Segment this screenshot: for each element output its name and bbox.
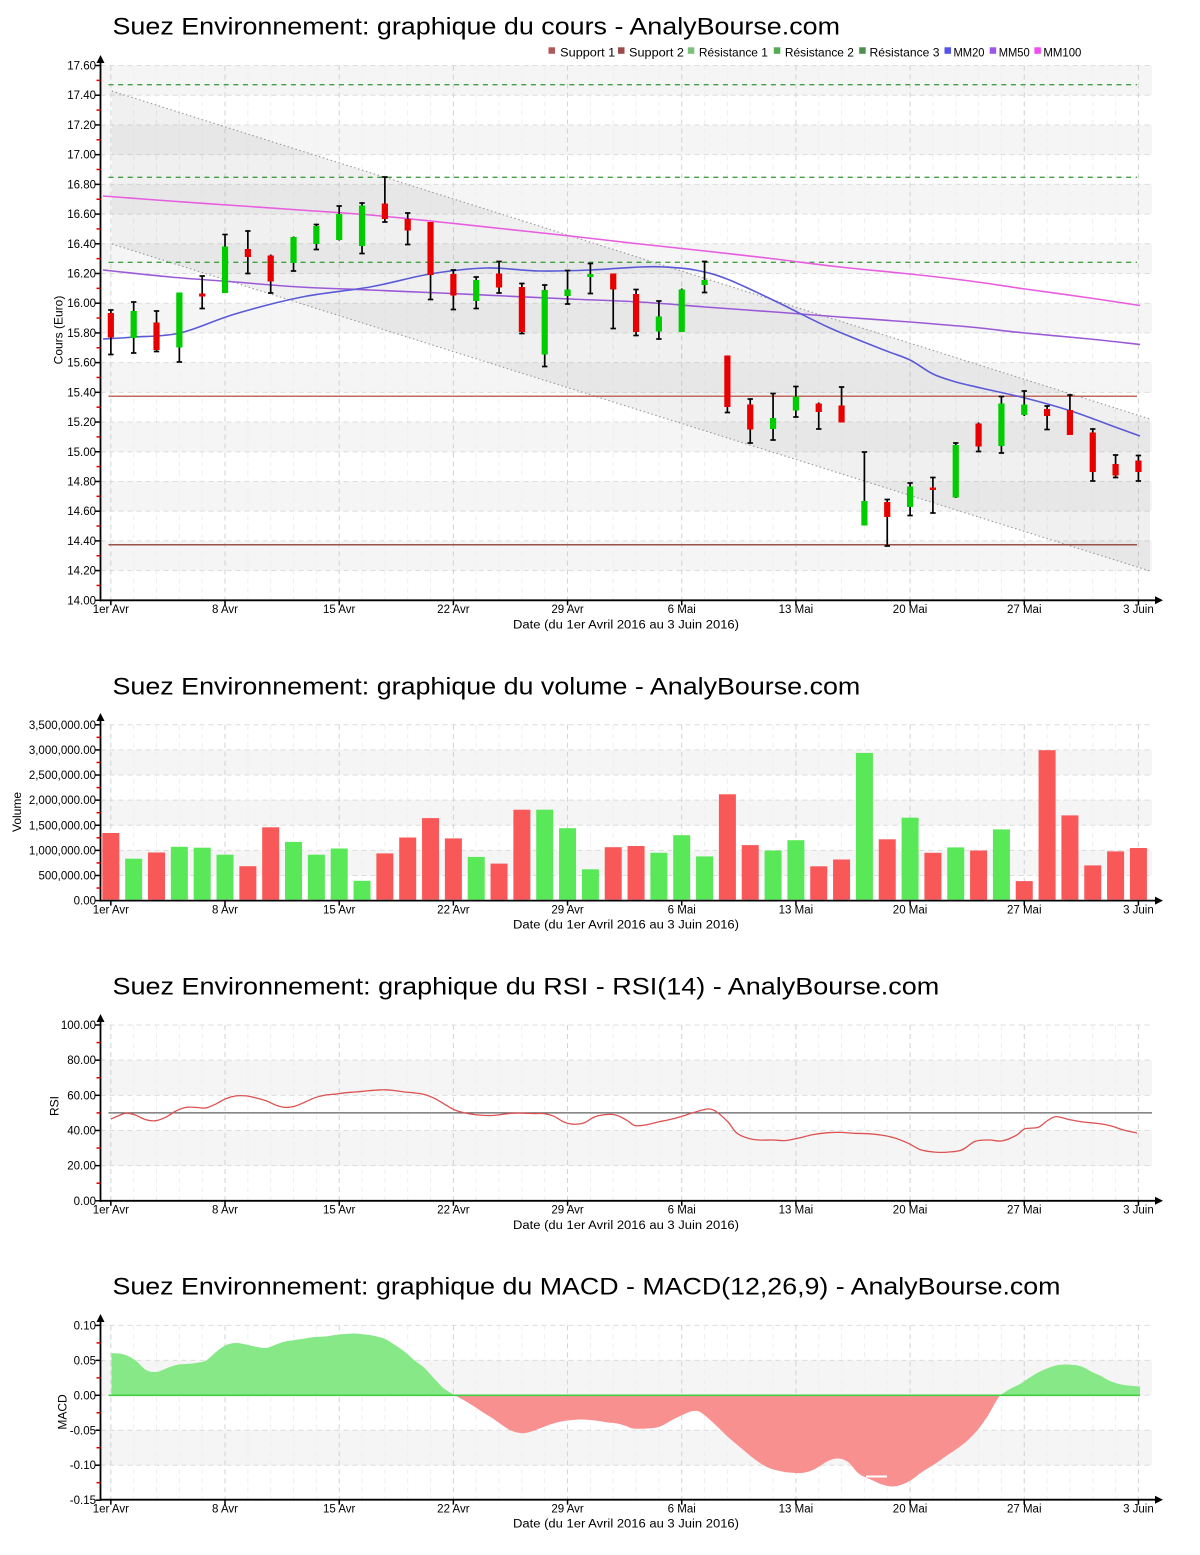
svg-text:3,500,000.00: 3,500,000.00	[29, 720, 96, 732]
svg-text:3 Juin: 3 Juin	[1123, 604, 1154, 616]
svg-text:15 Avr: 15 Avr	[323, 904, 356, 916]
svg-text:29 Avr: 29 Avr	[551, 1503, 584, 1515]
svg-text:Résistance 3: Résistance 3	[870, 46, 940, 60]
svg-text:6 Mai: 6 Mai	[668, 904, 696, 916]
svg-text:14.80: 14.80	[67, 476, 96, 488]
svg-text:15 Avr: 15 Avr	[323, 1205, 356, 1217]
svg-text:29 Avr: 29 Avr	[551, 1205, 584, 1217]
svg-text:Résistance 1: Résistance 1	[699, 46, 768, 60]
svg-text:3 Juin: 3 Juin	[1123, 1503, 1154, 1515]
svg-text:15.40: 15.40	[67, 387, 96, 399]
svg-text:MM20: MM20	[954, 46, 985, 60]
svg-text:29 Avr: 29 Avr	[551, 604, 584, 616]
svg-text:15.80: 15.80	[67, 328, 96, 340]
svg-text:15.20: 15.20	[67, 417, 96, 429]
svg-text:-0.10: -0.10	[70, 1460, 96, 1472]
svg-text:27 Mai: 27 Mai	[1007, 1205, 1042, 1217]
svg-text:Date (du 1er Avril 2016 au 3 J: Date (du 1er Avril 2016 au 3 Juin 2016)	[513, 920, 739, 932]
svg-text:6 Mai: 6 Mai	[668, 1205, 696, 1217]
svg-text:13 Mai: 13 Mai	[779, 1503, 814, 1515]
svg-text:29 Avr: 29 Avr	[551, 904, 584, 916]
svg-text:40.00: 40.00	[67, 1125, 96, 1137]
svg-text:MACD: MACD	[56, 1394, 70, 1430]
svg-text:Date (du 1er Avril 2016 au 3 J: Date (du 1er Avril 2016 au 3 Juin 2016)	[513, 1519, 739, 1531]
svg-text:100.00: 100.00	[61, 1020, 96, 1032]
svg-text:Suez Environnement: graphique: Suez Environnement: graphique du MACD - …	[113, 1274, 1061, 1301]
svg-text:16.00: 16.00	[67, 298, 96, 310]
svg-text:27 Mai: 27 Mai	[1007, 604, 1042, 616]
svg-text:17.60: 17.60	[67, 61, 96, 73]
svg-text:8 Avr: 8 Avr	[212, 604, 238, 616]
svg-text:14.40: 14.40	[67, 536, 96, 548]
svg-text:14.60: 14.60	[67, 506, 96, 518]
svg-text:RSI: RSI	[48, 1096, 62, 1116]
svg-text:2,500,000.00: 2,500,000.00	[29, 770, 96, 782]
svg-text:8 Avr: 8 Avr	[212, 904, 238, 916]
svg-text:1er Avr: 1er Avr	[93, 604, 129, 616]
svg-text:14.20: 14.20	[67, 566, 96, 578]
svg-text:0.05: 0.05	[74, 1355, 96, 1367]
svg-text:15.00: 15.00	[67, 447, 96, 459]
svg-text:17.20: 17.20	[67, 120, 96, 132]
svg-text:MM50: MM50	[999, 46, 1030, 60]
svg-text:1er Avr: 1er Avr	[93, 1205, 129, 1217]
svg-text:MM100: MM100	[1043, 46, 1081, 60]
svg-text:1er Avr: 1er Avr	[93, 904, 129, 916]
svg-text:22 Avr: 22 Avr	[437, 904, 470, 916]
svg-text:22 Avr: 22 Avr	[437, 1205, 470, 1217]
svg-text:1,000,000.00: 1,000,000.00	[29, 845, 96, 857]
svg-text:20 Mai: 20 Mai	[893, 904, 928, 916]
svg-text:15 Avr: 15 Avr	[323, 1503, 356, 1515]
svg-text:3 Juin: 3 Juin	[1123, 1205, 1154, 1217]
svg-text:17.40: 17.40	[67, 90, 96, 102]
svg-text:15 Avr: 15 Avr	[323, 604, 356, 616]
svg-text:Suez Environnement: graphique: Suez Environnement: graphique du cours -…	[113, 14, 841, 41]
svg-text:13 Mai: 13 Mai	[779, 904, 814, 916]
svg-text:20 Mai: 20 Mai	[893, 1503, 928, 1515]
svg-text:Suez Environnement: graphique: Suez Environnement: graphique du volume …	[113, 674, 861, 701]
svg-text:500,000.00: 500,000.00	[38, 870, 96, 882]
svg-text:60.00: 60.00	[67, 1090, 96, 1102]
svg-text:6 Mai: 6 Mai	[668, 604, 696, 616]
svg-text:3,000,000.00: 3,000,000.00	[29, 745, 96, 757]
svg-text:16.20: 16.20	[67, 268, 96, 280]
svg-text:0.00: 0.00	[74, 1390, 96, 1402]
svg-text:3 Juin: 3 Juin	[1123, 904, 1154, 916]
svg-text:16.60: 16.60	[67, 209, 96, 221]
svg-text:0.00: 0.00	[74, 1196, 96, 1208]
svg-text:15.60: 15.60	[67, 358, 96, 370]
svg-text:1,500,000.00: 1,500,000.00	[29, 820, 96, 832]
svg-text:20.00: 20.00	[67, 1161, 96, 1173]
svg-text:8 Avr: 8 Avr	[212, 1205, 238, 1217]
svg-text:8 Avr: 8 Avr	[212, 1503, 238, 1515]
svg-text:Cours (Euro): Cours (Euro)	[52, 296, 66, 365]
svg-text:Suez Environnement: graphique: Suez Environnement: graphique du RSI - R…	[113, 974, 940, 1001]
svg-text:-0.15: -0.15	[70, 1495, 96, 1507]
svg-text:13 Mai: 13 Mai	[779, 604, 814, 616]
svg-text:Date (du 1er Avril 2016 au 3 J: Date (du 1er Avril 2016 au 3 Juin 2016)	[513, 1220, 739, 1232]
svg-text:0.00: 0.00	[74, 896, 96, 908]
svg-text:Résistance 2: Résistance 2	[785, 46, 854, 60]
svg-text:13 Mai: 13 Mai	[779, 1205, 814, 1217]
svg-text:20 Mai: 20 Mai	[893, 1205, 928, 1217]
svg-text:1er Avr: 1er Avr	[93, 1503, 129, 1515]
svg-text:80.00: 80.00	[67, 1055, 96, 1067]
svg-text:17.00: 17.00	[67, 150, 96, 162]
svg-text:27 Mai: 27 Mai	[1007, 904, 1042, 916]
svg-text:6 Mai: 6 Mai	[668, 1503, 696, 1515]
svg-text:27 Mai: 27 Mai	[1007, 1503, 1042, 1515]
svg-text:22 Avr: 22 Avr	[437, 1503, 470, 1515]
svg-text:16.80: 16.80	[67, 179, 96, 191]
svg-text:22 Avr: 22 Avr	[437, 604, 470, 616]
svg-text:-0.05: -0.05	[70, 1425, 96, 1437]
svg-text:Volume: Volume	[10, 792, 24, 832]
svg-text:0.10: 0.10	[74, 1320, 96, 1332]
svg-text:14.00: 14.00	[67, 595, 96, 607]
svg-text:2,000,000.00: 2,000,000.00	[29, 795, 96, 807]
svg-text:Support 1: Support 1	[560, 46, 615, 60]
svg-text:Support 2: Support 2	[629, 46, 684, 60]
svg-text:20 Mai: 20 Mai	[893, 604, 928, 616]
svg-text:16.40: 16.40	[67, 239, 96, 251]
svg-text:Date (du 1er Avril 2016 au 3 J: Date (du 1er Avril 2016 au 3 Juin 2016)	[513, 620, 739, 632]
